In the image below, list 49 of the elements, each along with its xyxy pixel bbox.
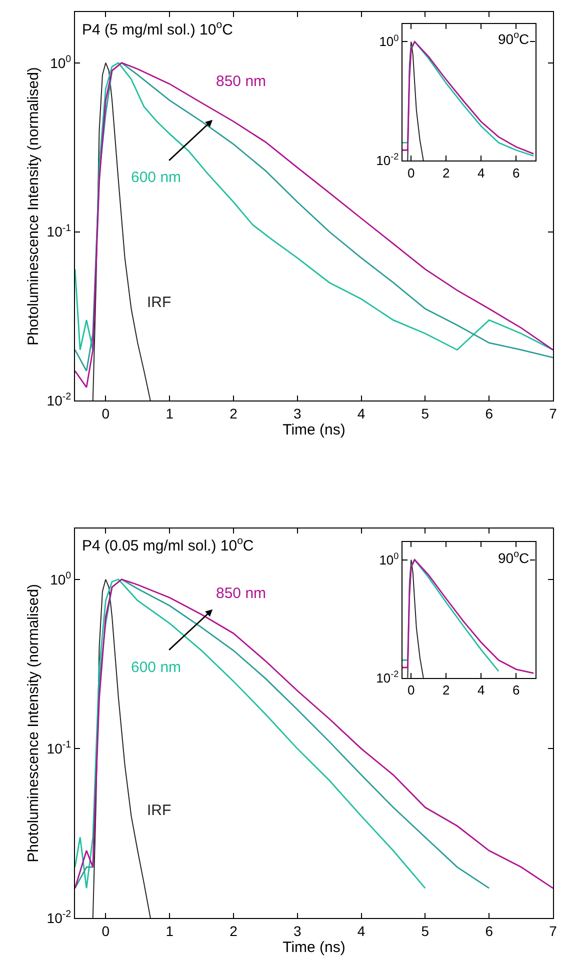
text: P4 (0.05 mg/ml sol.) 10$^{o}$C: [82, 535, 254, 554]
x-tick-label: 2: [442, 165, 450, 180]
x-tick-label: 3: [293, 406, 302, 422]
x-tick-label: 6: [485, 922, 494, 939]
x-tick-label: 5: [421, 922, 430, 939]
x-tick-label: 0: [102, 406, 110, 422]
x-tick-label: 6: [512, 165, 520, 180]
x-tick-label: 7: [549, 406, 558, 422]
x-tick-label: 2: [230, 922, 238, 939]
series-label: IRF: [147, 802, 172, 819]
x-tick-label: 2: [230, 406, 238, 422]
y-tick-label: 10$^{0}$: [379, 550, 399, 568]
x-tick-label: 6: [485, 406, 494, 422]
x-tick-label: 5: [421, 406, 430, 422]
y-tick-label: 10$^{-1}$: [46, 740, 72, 757]
y-axis-title: Photoluminescence Intensity (normalised): [25, 584, 42, 862]
series-label: IRF: [147, 294, 172, 311]
y-tick-label: 10$^{0}$: [50, 570, 72, 588]
x-tick-label: 4: [357, 406, 366, 422]
x-tick-label: 4: [477, 165, 485, 180]
y-tick-label: 10$^{-2}$: [46, 909, 72, 926]
text: 90$^{o}$C: [498, 30, 530, 47]
x-tick-label: 0: [102, 922, 110, 939]
y-tick-label: 10$^{-2}$: [46, 392, 72, 409]
series-label: 600 nm: [131, 169, 182, 186]
line-series: [75, 578, 426, 889]
x-tick-label: 3: [293, 922, 302, 939]
y-tick-label: 10$^{-1}$: [46, 222, 72, 240]
y-axis-title: Photoluminescence Intensity (normalised): [25, 67, 42, 346]
series-label: 850 nm: [216, 585, 266, 602]
series-label: 600 nm: [131, 659, 182, 676]
x-tick-label: 0: [408, 165, 415, 180]
x-tick-label: 6: [512, 682, 520, 698]
x-tick-label: 0: [408, 682, 415, 698]
text: 90$^{o}$C: [498, 549, 530, 566]
text: P4 (5 mg/ml sol.) 10$^{o}$C: [82, 19, 234, 38]
x-tick-label: 2: [442, 682, 450, 698]
x-tick-label: 7: [549, 922, 558, 939]
x-tick-label: 1: [166, 922, 174, 939]
x-tick-label: 4: [357, 922, 366, 939]
y-tick-label: 10$^{0}$: [379, 32, 399, 50]
x-axis-title: Time (ns): [282, 938, 346, 956]
x-tick-label: 4: [477, 682, 485, 698]
x-axis-title: Time (ns): [282, 422, 346, 439]
series-label: 850 nm: [216, 73, 266, 90]
y-tick-label: 10$^{-2}$: [376, 152, 399, 168]
y-tick-label: 10$^{-2}$: [376, 669, 399, 686]
y-tick-label: 10$^{0}$: [50, 54, 72, 71]
x-tick-label: 1: [166, 406, 174, 422]
